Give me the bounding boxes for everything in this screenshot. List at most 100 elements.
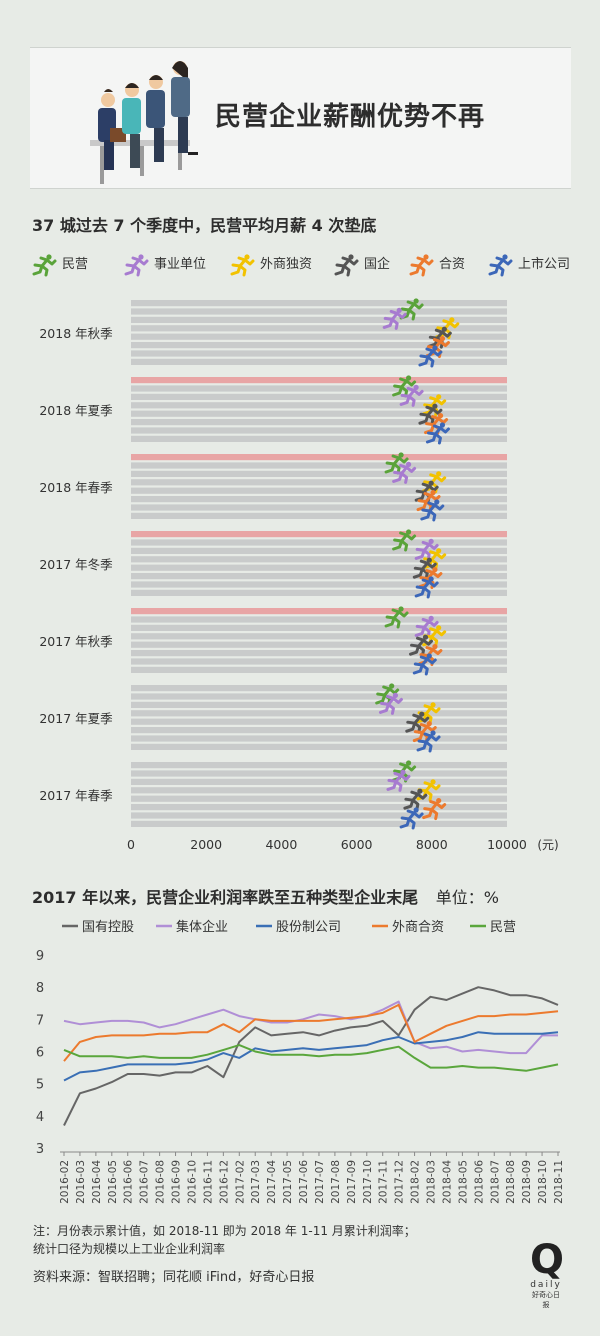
salary-point-6-3-head <box>417 788 423 794</box>
legend-runner-2-body <box>230 256 255 277</box>
category-label-2: 2018 年春季 <box>39 480 113 495</box>
salary-point-2-5-body <box>420 501 445 522</box>
salary-point-0-0 <box>399 298 424 321</box>
category-label-4: 2017 年秋季 <box>39 634 113 649</box>
salary-point-4-3-body <box>409 636 434 657</box>
x-tick-label-29: 2018-09 <box>521 1160 533 1204</box>
legend-runner-5-body <box>488 256 513 277</box>
legend-label-3: 国企 <box>364 256 390 272</box>
salary-point-2-1 <box>392 461 417 484</box>
salary-point-0-0-body <box>399 300 424 321</box>
salary-point-5-4-head <box>426 721 432 727</box>
salary-point-1-0 <box>392 375 417 398</box>
grid-bar-4-3 <box>131 633 507 640</box>
legend-label-5: 上市公司 <box>518 256 570 272</box>
x-tick-label-27: 2018-07 <box>489 1160 501 1204</box>
grid-bar-1-1 <box>131 385 507 392</box>
x-tick-label-6: 2016-08 <box>155 1160 167 1204</box>
legend-runner-3-head <box>348 254 354 260</box>
salary-point-5-5-head <box>430 730 436 736</box>
x-tick-label-25: 2018-05 <box>457 1160 469 1204</box>
grid-bar-3-7 <box>131 589 507 596</box>
salary-point-6-5 <box>399 807 424 830</box>
salary-point-5-3 <box>405 711 430 734</box>
legend-runner-4-head <box>423 254 429 260</box>
salary-point-1-2-head <box>436 394 442 400</box>
grid-bar-0-0 <box>131 300 507 307</box>
x-tick-label-5: 2016-07 <box>139 1160 151 1204</box>
salary-point-3-1-head <box>428 538 434 544</box>
legend-runner-0-head <box>46 254 52 260</box>
grid-bar-5-6 <box>131 735 507 742</box>
salary-point-4-5-head <box>426 653 432 659</box>
grid-bar-1-4 <box>131 410 507 417</box>
legend2-label-4: 民营 <box>490 920 516 935</box>
grid-bar-5-2 <box>131 701 507 708</box>
salary-point-0-5-head <box>432 345 438 351</box>
x-tick-label-8: 2016-10 <box>186 1160 198 1204</box>
salary-point-2-4-head <box>430 490 436 496</box>
grid-bar-5-1 <box>131 693 507 700</box>
grid-bar-0-2 <box>131 316 507 323</box>
legend-runner-1-head <box>138 254 144 260</box>
salary-point-6-1-head <box>400 769 406 775</box>
salary-point-6-0-head <box>406 760 412 766</box>
legend-label-0: 民营 <box>62 257 88 272</box>
legend-runner-2-head <box>244 254 250 260</box>
y-tick-6: 9 <box>36 949 44 964</box>
chart1-subtitle: 37 城过去 7 个季度中，民营平均月薪 4 次垫底 <box>32 216 377 235</box>
salary-point-3-1 <box>414 538 439 561</box>
salary-point-2-4-body <box>416 492 441 513</box>
salary-point-6-3 <box>403 788 428 811</box>
chart1-legend: 民营 事业单位 外商独资 国企 合资 上市公司 <box>32 254 570 277</box>
salary-point-4-1-body <box>414 617 439 638</box>
series-line-4 <box>63 1044 559 1072</box>
y-tick-3: 6 <box>36 1046 44 1061</box>
series-line-1 <box>63 1000 558 1055</box>
x-tick-label-12: 2017-03 <box>250 1160 262 1204</box>
grid-bar-2-6 <box>131 504 507 511</box>
salary-point-5-4-body <box>412 723 437 744</box>
x-tick-label-16: 2017-07 <box>314 1160 326 1204</box>
salary-point-5-2-head <box>430 702 436 708</box>
grid-bar-3-4 <box>131 564 507 571</box>
header-banner <box>30 47 571 189</box>
y-tick-0: 3 <box>36 1142 44 1157</box>
grid-bar-3-2 <box>131 547 507 554</box>
salary-point-0-0-head <box>413 298 419 304</box>
x-tick-label-2: 2016-04 <box>91 1160 103 1204</box>
x-tick-label-21: 2017-12 <box>394 1160 406 1204</box>
grid-bar-1-7 <box>131 435 507 442</box>
category-label-6: 2017 年春季 <box>39 788 113 803</box>
salary-point-2-3-head <box>428 480 434 486</box>
grid-bar-1-5 <box>131 419 507 426</box>
legend2-label-2: 股份制公司 <box>276 920 341 935</box>
grid-bar-0-3 <box>131 325 507 332</box>
salary-point-6-4-body <box>422 800 447 821</box>
salary-point-1-5-body <box>425 424 450 445</box>
salary-point-1-0-body <box>392 377 417 398</box>
legend2-label-1: 集体企业 <box>176 919 228 935</box>
chart2-subtitle: 2017 年以来，民营企业利润率跌至五种类型企业末尾 单位：% <box>32 884 499 908</box>
category-label-1: 2018 年夏季 <box>39 403 113 418</box>
grid-bar-6-7 <box>131 820 507 827</box>
logo-letter: Q <box>530 1237 565 1283</box>
grid-bar-0-5 <box>131 342 507 349</box>
salary-point-6-4-head <box>436 798 442 804</box>
brand-logo: Q daily 好奇心日报 <box>530 1237 565 1310</box>
legend-label-1: 事业单位 <box>154 257 206 272</box>
salary-point-1-1-head <box>413 384 419 390</box>
x-tick-label-31: 2018-11 <box>553 1160 565 1204</box>
salary-point-1-4-head <box>437 413 444 419</box>
salary-point-4-2-head <box>436 625 442 631</box>
x-tick-label-0: 2016-02 <box>59 1160 71 1204</box>
legend-runner-5 <box>488 254 513 277</box>
profit-chart: 3 4 5 6 7 8 9 2016-02 2016-03 2016-04 2016-05 2016-… <box>36 949 565 1204</box>
source-text: 资料来源：智联招聘；同花顺 iFind，好奇心日报 <box>33 1270 315 1285</box>
grid-bar-2-5 <box>131 496 507 503</box>
legend-runner-3 <box>334 254 359 277</box>
salary-point-4-4-head <box>432 644 438 650</box>
grid-bar-3-6 <box>131 581 507 588</box>
salary-point-5-5 <box>416 730 441 753</box>
salary-point-1-1 <box>399 384 424 407</box>
